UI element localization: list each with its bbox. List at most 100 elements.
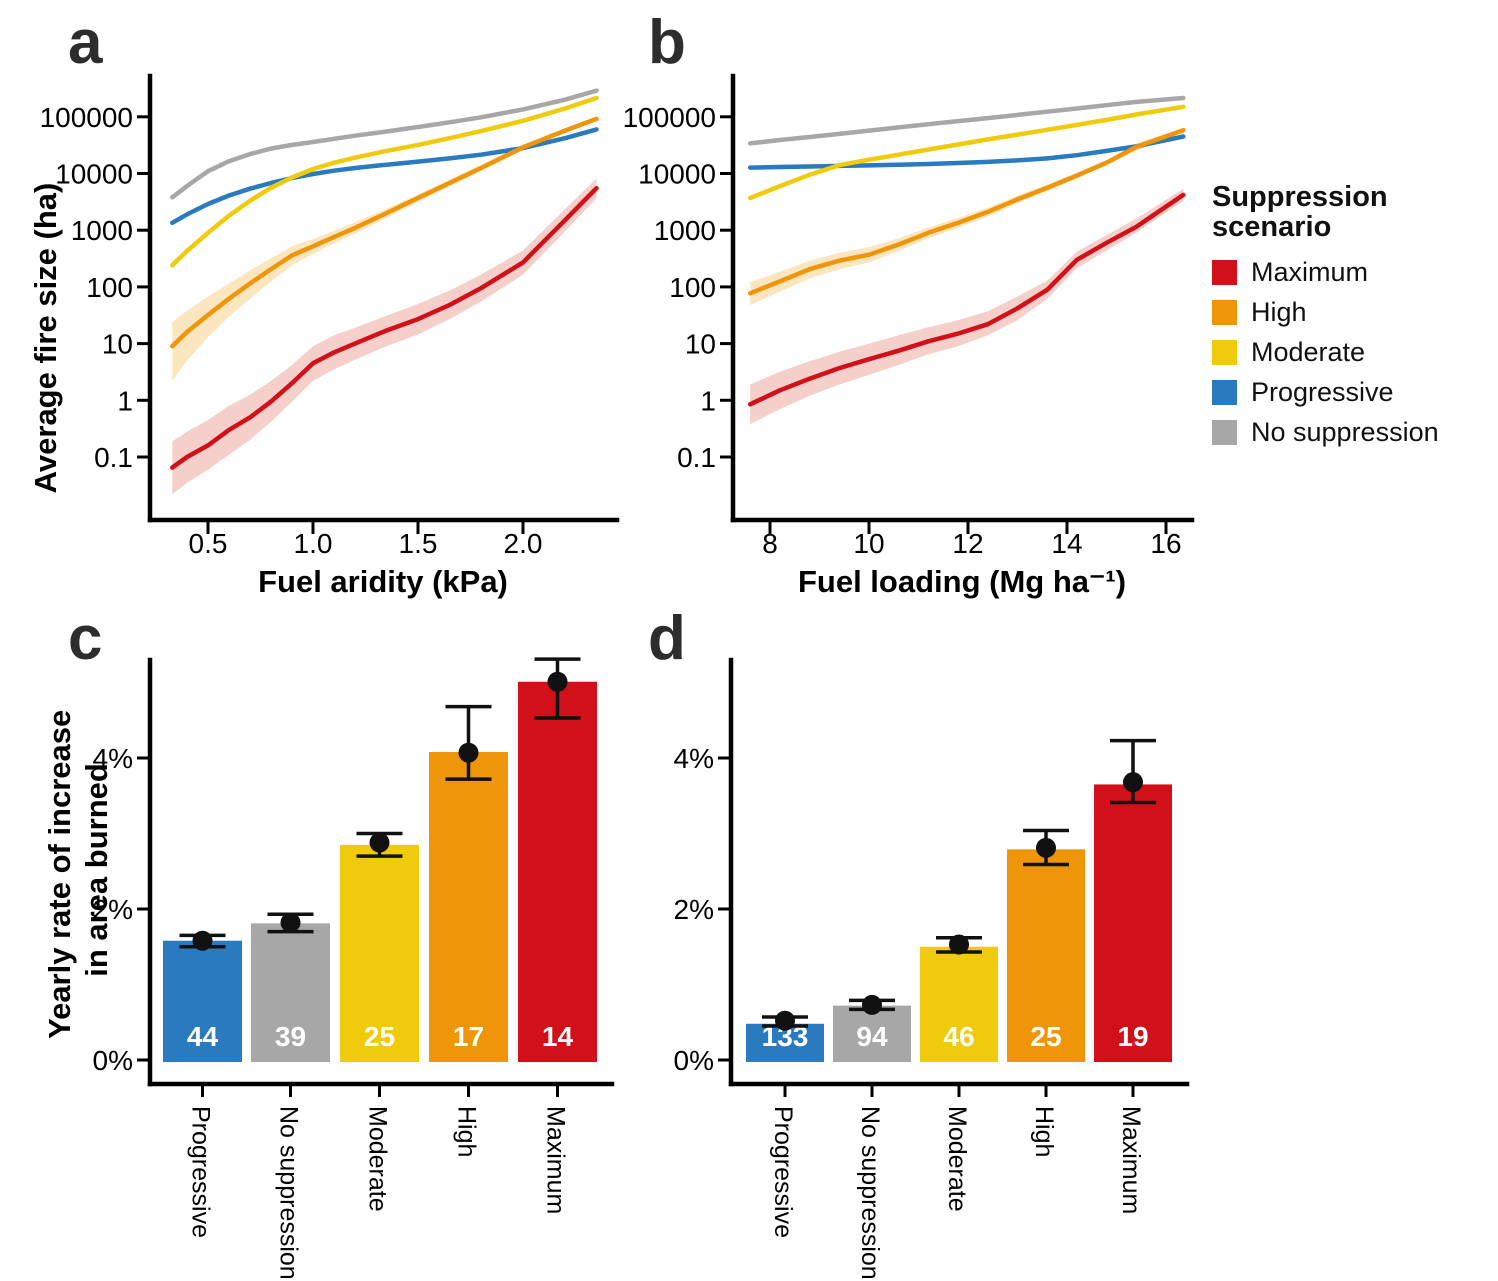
count-label-no-suppression: 39 (275, 1021, 306, 1052)
x-tick-label: 14 (1051, 528, 1082, 559)
legend-swatch-no-suppression (1212, 419, 1237, 445)
line-series-moderate (747, 104, 1186, 201)
point-estimate-high (1036, 837, 1056, 858)
x-tick-label: 2.0 (504, 528, 543, 559)
y-tick-label: 1000 (71, 215, 133, 246)
band-high-uncertainty-band (750, 128, 1184, 305)
y-tick-label: 2% (93, 894, 133, 925)
x-category-label-maximum: Maximum (1117, 1106, 1145, 1214)
line-series-maximum (170, 185, 599, 470)
legend-item-maximum: Maximum (1212, 252, 1498, 292)
legend-label-moderate: Moderate (1251, 336, 1366, 367)
y-tick-label: 0.1 (94, 442, 133, 473)
point-estimate-maximum (547, 671, 568, 692)
y-axis-title-c-line2: in area burned (79, 763, 114, 977)
line-series-high (170, 116, 599, 349)
x-category-label-maximum: Maximum (542, 1106, 570, 1214)
count-label-moderate: 25 (364, 1021, 395, 1052)
line-series-no-suppression (747, 95, 1186, 146)
legend-label-maximum: Maximum (1251, 256, 1369, 287)
line-series-high (747, 127, 1186, 296)
legend-item-progressive: Progressive (1212, 372, 1498, 412)
x-category-label-high: High (1030, 1106, 1058, 1157)
count-label-no-suppression: 94 (856, 1021, 888, 1052)
point-estimate-high (458, 742, 479, 763)
count-label-high: 25 (1030, 1021, 1061, 1052)
legend-swatch-high (1212, 299, 1237, 325)
point-estimate-progressive (775, 1010, 795, 1031)
y-tick-label: 1000 (654, 215, 716, 246)
count-label-moderate: 46 (943, 1021, 974, 1052)
legend-item-moderate: Moderate (1212, 332, 1498, 372)
y-tick-label: 1 (117, 385, 133, 416)
bar-maximum (518, 681, 597, 1063)
count-label-high: 17 (453, 1021, 484, 1052)
count-label-maximum: 14 (542, 1021, 574, 1052)
y-tick-label: 0.1 (677, 442, 716, 473)
x-category-label-high: High (453, 1106, 481, 1157)
band-maximum-uncertainty-band (750, 188, 1184, 425)
legend-item-no-suppression: No suppression (1212, 412, 1498, 452)
y-axis-title-c-line1: Yearly rate of increase (42, 710, 77, 1039)
panel-label-b: b (648, 8, 686, 77)
bar-progressive (163, 940, 242, 1063)
legend-swatch-moderate (1212, 339, 1237, 365)
x-tick-label: 1.5 (399, 528, 438, 559)
point-estimate-progressive (192, 930, 213, 951)
y-tick-label: 10 (102, 329, 133, 360)
bar-no-suppression (251, 923, 330, 1063)
x-tick-label: 0.5 (189, 528, 228, 559)
y-tick-label: 100000 (623, 102, 716, 133)
x-category-label-progressive: Progressive (769, 1106, 797, 1238)
line-series-no-suppression (170, 88, 599, 200)
point-estimate-no-suppression (862, 994, 882, 1015)
line-series-progressive (170, 127, 599, 226)
x-category-label-no-suppression: No suppression (275, 1106, 303, 1280)
line-series-progressive (747, 134, 1186, 170)
y-tick-label: 0% (674, 1045, 714, 1076)
y-axis-title-c: Yearly rate of increase in area burned (42, 701, 114, 1039)
y-tick-label: 4% (93, 743, 133, 774)
legend-title: Suppression scenario (1212, 181, 1388, 243)
y-tick-label: 4% (674, 743, 714, 774)
panel-label-d: d (648, 604, 686, 673)
x-axis-title-b: Fuel loading (Mg ha⁻¹) (798, 564, 1126, 599)
legend-items: Maximum High Moderate Progressive No suppres… (1212, 252, 1498, 452)
bar-high (429, 751, 508, 1062)
band-maximum-uncertainty-band (172, 178, 597, 495)
x-tick-label: 12 (952, 528, 983, 559)
line-series-moderate (170, 95, 599, 268)
y-tick-label: 2% (674, 894, 714, 925)
y-tick-label: 1 (700, 385, 716, 416)
x-category-label-moderate: Moderate (364, 1106, 392, 1212)
y-tick-label: 100000 (40, 102, 133, 133)
y-tick-label: 10000 (55, 159, 133, 190)
legend-label-no-suppression: No suppression (1251, 416, 1439, 447)
x-tick-label: 16 (1150, 528, 1181, 559)
panel-label-c: c (68, 604, 103, 673)
legend-label-progressive: Progressive (1251, 376, 1394, 407)
bar-moderate (920, 946, 998, 1063)
y-axis-title-a: Average fire size (ha) (28, 183, 63, 494)
panel-d-rate-vs-scenario-loading: 133 94 46 25 190%2%4%Progressive No suppressi… (674, 657, 1190, 1280)
line-series-maximum (747, 192, 1186, 407)
y-tick-label: 0% (93, 1045, 133, 1076)
panel-c-rate-vs-scenario-aridity: 44 39 25 17 14 0% 2% 4% Progressive No suppressio… (93, 657, 615, 1280)
bar-maximum (1094, 784, 1172, 1063)
panel-a-fire-size-vs-aridity: 0.1 1 10 100 1000 10000 100000 0.5 1.0 1.5 2.0 (40, 73, 620, 559)
x-category-label-moderate: Moderate (943, 1106, 971, 1212)
point-estimate-moderate (369, 832, 390, 853)
x-category-label-no-suppression: No suppression (856, 1106, 884, 1280)
y-tick-label: 10 (685, 329, 716, 360)
x-axis-title-a: Fuel aridity (kPa) (258, 564, 508, 599)
count-label-maximum: 19 (1117, 1021, 1148, 1052)
panel-b-fire-size-vs-fuel-loading: 0.1 1 10 100 1000 10000 100000 8 10 12 14 16 (623, 73, 1195, 559)
x-tick-label: 8 (762, 528, 778, 559)
x-tick-label: 10 (853, 528, 884, 559)
point-estimate-moderate (949, 934, 969, 955)
legend-suppression-scenario: Suppression scenario Maximum High Moderate… (1212, 182, 1498, 452)
panel-label-a: a (68, 8, 103, 77)
bar-no-suppression (833, 1005, 911, 1063)
